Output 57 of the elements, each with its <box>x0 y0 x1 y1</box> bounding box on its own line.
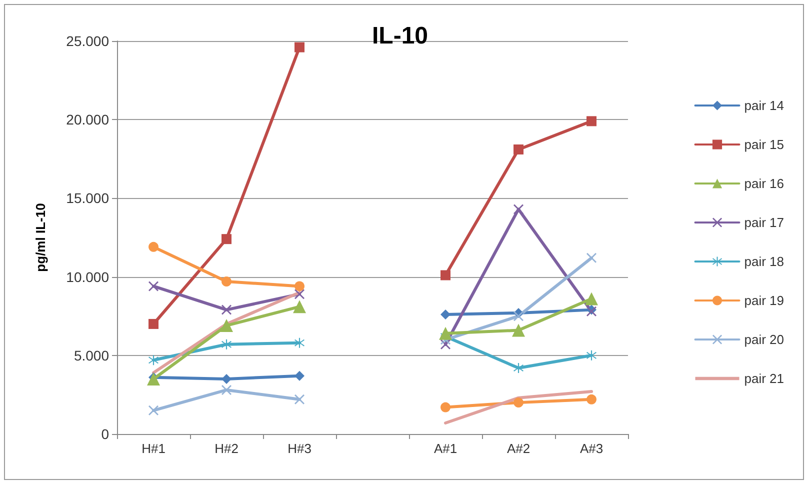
x-tick-label: A#1 <box>434 441 458 456</box>
point <box>294 370 304 381</box>
x-tick-label: A#3 <box>580 441 604 456</box>
legend-label: pair 20 <box>744 332 784 347</box>
point <box>440 310 450 320</box>
point <box>222 339 232 350</box>
y-axis-title: pg/ml IL-10 <box>33 203 48 272</box>
x-tick-label: H#1 <box>142 441 166 456</box>
legend-label: pair 17 <box>744 215 784 230</box>
point <box>222 384 232 395</box>
legend-label: pair 18 <box>744 254 784 269</box>
point <box>148 405 158 416</box>
y-tick-label: 10.000 <box>66 268 110 285</box>
point <box>148 355 158 366</box>
point <box>514 311 524 322</box>
point <box>514 204 524 214</box>
chart-title: IL-10 <box>372 22 428 50</box>
legend-label: pair 16 <box>744 176 784 191</box>
point <box>222 276 232 287</box>
legend-label: pair 19 <box>744 293 784 308</box>
y-tick-label: 5.000 <box>74 347 110 364</box>
point <box>222 304 232 315</box>
point <box>514 398 524 408</box>
point <box>512 324 525 337</box>
point <box>440 270 450 280</box>
y-tick-label: 0 <box>101 426 110 442</box>
legend-label: pair 15 <box>744 137 784 152</box>
point <box>440 402 450 412</box>
point <box>514 144 524 154</box>
point <box>294 42 304 52</box>
x-tick-label: A#2 <box>506 441 530 456</box>
point <box>294 289 304 300</box>
y-tick-label: 15.000 <box>66 190 110 206</box>
y-tick-label: 25.000 <box>66 33 110 49</box>
point <box>586 350 596 360</box>
point <box>294 338 304 348</box>
legend-label: pair 21 <box>744 371 784 386</box>
y-tick-label: 20.000 <box>66 112 110 128</box>
point <box>293 300 306 314</box>
point <box>439 326 452 340</box>
point <box>586 252 596 263</box>
point <box>147 372 160 386</box>
point <box>294 281 304 292</box>
point <box>148 281 158 292</box>
x-tick-label: H#2 <box>214 441 238 456</box>
point <box>585 292 598 306</box>
point <box>220 319 233 332</box>
x-tick-label: H#3 <box>288 441 312 456</box>
point <box>294 394 304 404</box>
point <box>222 374 232 384</box>
legend-label: pair 14 <box>744 98 784 113</box>
point <box>148 318 158 329</box>
point <box>514 362 524 373</box>
point <box>586 116 596 126</box>
point <box>586 394 596 404</box>
point <box>148 242 158 252</box>
point <box>222 234 232 244</box>
